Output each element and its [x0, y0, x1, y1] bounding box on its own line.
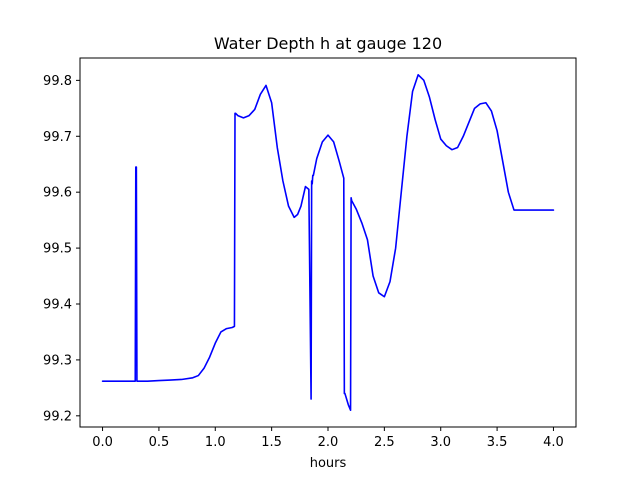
y-tick-label: 99.5	[43, 242, 72, 257]
x-axis-label: hours	[310, 456, 347, 471]
x-tick-label: 1.0	[205, 435, 226, 450]
plot-area	[101, 73, 555, 412]
y-tick-label: 99.3	[43, 353, 72, 368]
y-tick-label: 99.7	[43, 130, 72, 145]
axes-frame	[79, 57, 577, 428]
x-tick-label: 2.0	[318, 435, 339, 450]
y-tick-label: 99.4	[43, 298, 72, 313]
x-axis: 0.0 0.5 1.0 1.5 2.0 2.5 3.0 3.5 4.0	[92, 427, 564, 450]
x-tick-label: 0.0	[92, 435, 113, 450]
y-tick-label: 99.6	[43, 186, 72, 201]
x-tick-label: 4.0	[543, 435, 564, 450]
x-tick-label: 3.0	[430, 435, 451, 450]
y-tick-label: 99.2	[43, 409, 72, 424]
x-tick-label: 2.5	[374, 435, 395, 450]
series-line	[101, 73, 555, 412]
chart-title: Water Depth h at gauge 120	[214, 34, 442, 53]
y-axis: 99.2 99.3 99.4 99.5 99.6 99.7 99.8	[43, 74, 80, 424]
x-tick-label: 3.5	[487, 435, 508, 450]
y-tick-label: 99.8	[43, 74, 72, 89]
x-tick-label: 0.5	[149, 435, 170, 450]
x-tick-label: 1.5	[261, 435, 282, 450]
